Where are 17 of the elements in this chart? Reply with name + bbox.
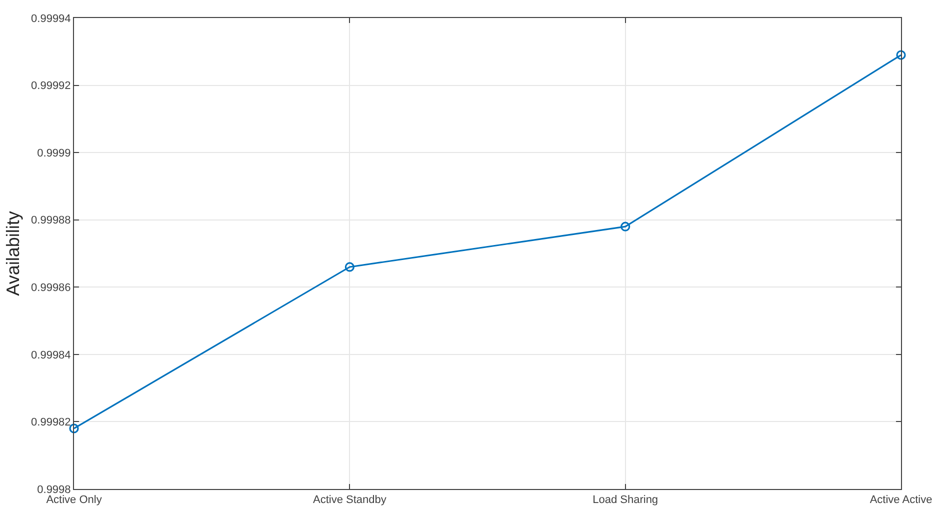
y-tick-label: 0.99988 xyxy=(31,214,71,227)
point xyxy=(620,222,630,232)
y-tick-label: 0.99982 xyxy=(31,416,71,429)
point xyxy=(344,262,354,272)
point xyxy=(69,424,79,434)
y-tick-label: 0.99986 xyxy=(31,282,71,294)
x-tick-label: Active Only xyxy=(46,494,102,506)
point xyxy=(896,50,906,60)
y-tick-label: 0.99994 xyxy=(31,12,71,25)
y-axis-title: Availability xyxy=(3,211,24,296)
x-tick-label: Active Standby xyxy=(312,494,387,506)
x-tick-label: Load Sharing xyxy=(592,494,658,506)
y-tick-label: 0.99984 xyxy=(31,349,71,362)
y-tick-label: 0.9999 xyxy=(37,147,71,160)
y-tick-label: 0.99992 xyxy=(31,80,71,92)
x-tick-label: Active Active xyxy=(870,494,932,506)
y-tick-label: 0.9998 xyxy=(37,484,71,496)
